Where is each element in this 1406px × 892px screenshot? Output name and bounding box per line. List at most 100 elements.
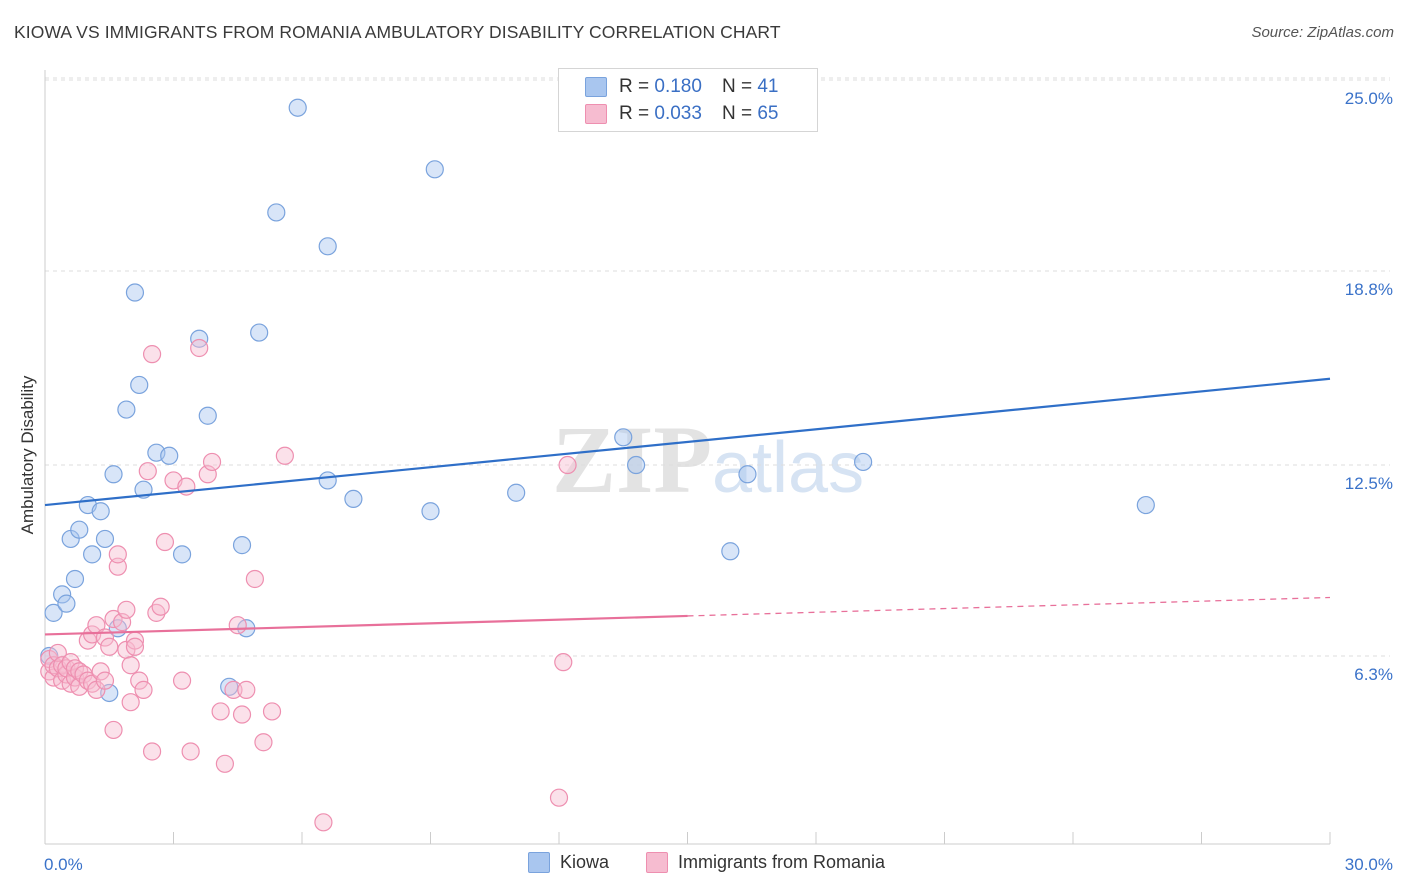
kiowa-point [614,428,633,447]
romania-point [95,671,115,690]
romania-point [121,693,140,712]
romania-point [237,680,256,699]
legend-row-kiowa: R = 0.180 N = 41 [585,75,779,99]
kiowa-legend-swatch [528,852,550,873]
romania-point [245,569,264,589]
romania-point [254,733,273,752]
kiowa-point [250,323,269,342]
romania-point [142,345,162,364]
romania-point [314,813,333,832]
kiowa-point [91,502,110,521]
n-label: N = [721,103,753,124]
romania-point [121,656,140,675]
correlation-legend: R = 0.180 N = 41 R = 0.033 N = 65 [558,68,818,132]
r-label: R = [619,76,650,97]
romania-point [232,705,252,724]
kiowa-point [421,502,440,521]
romania-point [172,671,192,690]
romania-trend-line [44,614,688,636]
kiowa-point [83,545,102,564]
n-value: 41 [757,76,779,97]
source-label: Source: ZipAtlas.com [1251,24,1394,41]
kiowa-point [130,375,149,395]
legend-item-kiowa: Kiowa [528,852,609,873]
romania-point [558,455,577,475]
kiowa-point [172,545,192,564]
romania-point [108,557,127,576]
kiowa-point [626,455,646,475]
romania-point [108,545,127,564]
kiowa-point [738,465,757,484]
kiowa-trend-line [44,377,1331,507]
kiowa-point [57,594,76,613]
kiowa-point [288,98,307,117]
romania-point [549,788,569,807]
kiowa-point [267,203,286,222]
y-tick-label: 25.0% [1345,89,1393,108]
kiowa-point [44,603,63,622]
kiowa-point [53,585,72,604]
romania-point [117,600,136,619]
kiowa-point [190,329,209,348]
chart-title: KIOWA VS IMMIGRANTS FROM ROMANIA AMBULAT… [14,22,781,42]
kiowa-point [344,489,363,509]
kiowa-point [1136,495,1155,515]
watermark-atlas: atlas [712,428,864,508]
legend-item-romania: Immigrants from Romania [646,852,885,873]
kiowa-point [507,483,526,502]
kiowa-point [318,471,337,490]
romania-legend-swatch [646,852,668,873]
romania-point [91,662,110,681]
r-label: R = [619,103,650,124]
legend-label-romania: Immigrants from Romania [678,852,886,872]
kiowa-point [104,465,123,484]
kiowa-point [425,160,444,179]
romania-point [142,742,162,761]
legend-row-romania: R = 0.033 N = 65 [585,102,779,126]
romania-point [100,637,119,656]
y-tick-label: 12.5% [1345,474,1393,493]
romania-point [275,446,294,465]
kiowa-point [65,569,85,589]
kiowa-point [318,237,337,256]
kiowa-point [232,536,252,555]
y-tick-label: 6.3% [1354,665,1393,684]
kiowa-point [70,520,89,539]
watermark-zip: ZIP [552,406,712,513]
romania-point [181,742,200,761]
legend-label-kiowa: Kiowa [560,852,610,872]
n-label: N = [721,76,753,97]
romania-point [190,338,209,358]
romania-point [125,637,145,656]
romania-point [202,452,222,472]
kiowa-point [721,542,740,561]
r-value: 0.033 [654,103,702,124]
romania-trend-line [687,596,1331,617]
romania-point [138,462,157,481]
kiowa-point [198,406,217,425]
x-tick-label-min: 0.0% [44,855,83,874]
romania-point [104,720,123,740]
kiowa-swatch [585,77,607,97]
kiowa-point [160,446,179,465]
romania-point [228,616,247,635]
kiowa-point [854,452,873,472]
romania-point [211,702,230,721]
kiowa-point [117,400,136,419]
romania-swatch [585,104,607,124]
romania-point [215,754,234,773]
romania-point [554,653,573,672]
kiowa-point [125,283,145,302]
romania-point [262,702,282,721]
romania-point [151,597,170,616]
n-value: 65 [757,103,779,124]
romania-point [155,532,175,552]
r-value: 0.180 [654,76,702,97]
y-tick-label: 18.8% [1345,280,1393,299]
romania-point [224,680,243,699]
romania-point [134,680,153,699]
x-tick-label-max: 30.0% [1345,855,1393,874]
romania-point [130,671,149,690]
kiowa-point [95,529,115,549]
